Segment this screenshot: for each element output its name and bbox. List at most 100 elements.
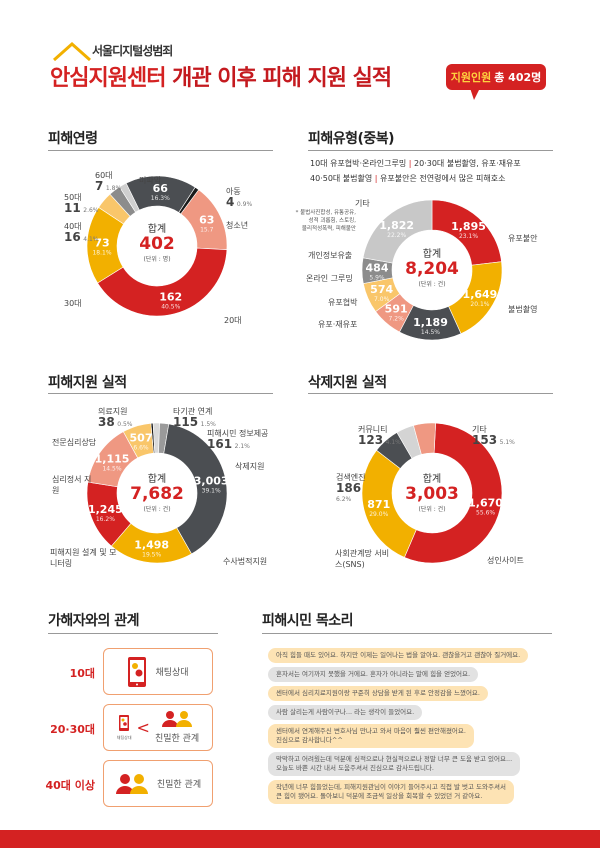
label-legal: 수사법적지원 [223,557,268,566]
segment-value-label: 1,189 [413,316,448,329]
label-search: 검색엔진 186 6.2% [336,473,366,503]
badge-label: 지원인원 [450,71,492,84]
deletion-total: 합계 3,003 (단위 : 건) [405,474,459,513]
section-type: 피해유형(중복) [308,131,395,147]
label-sns: 사회관계망 서비스(SNS) [335,549,390,569]
relation-age-10s: 10대 [69,667,95,680]
section-relation: 가해자와의 관계 [48,613,140,629]
segment-value-label: 1,670 [468,496,503,509]
voice-bubble: 센터에서 연계해주신 변호사님 만나고 와서 마음이 훨씬 편안해졌어요. 진심으… [268,724,474,748]
voice-text: 큰 힘이 됐어요. 돌아보니 덕분에 조금씩 일상을 회복할 수 있었던 거 같… [276,792,483,800]
segment-value-label: 1,822 [379,219,414,232]
segment-percent-label: 40.5% [161,303,180,310]
label-50s: 50대 11 2.6% [64,193,99,215]
label-anxiety: 유포불안 [508,234,538,243]
phone-chat-icon [119,714,130,731]
label-agency-link: 타기관 연계 115 1.5% [173,407,216,429]
segment-value-label: 574 [370,283,393,296]
voice-text: 막막하고 어려웠는데 덕분에 심적으로나 현실적으로나 정말 너무 큰 도움 받… [276,755,513,763]
label-info: 피해시민 정보제공 161 2.1% [207,429,269,451]
segment-value-label: 73 [94,236,109,249]
label-medical: 의료지원 38 0.5% [98,407,133,429]
segment-value-label: 1,245 [88,503,123,516]
relation-box-40s-plus: 친밀한 관계 [103,760,213,807]
label-filming: 불법촬영 [508,305,538,314]
type-subtitle-2: 40·50대 불법촬영 | 유포불안은 전연령에서 많은 피해호소 [310,174,506,183]
donut-segment [362,199,433,264]
label-unknown: 미파악 [139,176,162,185]
segment-value-label: 63 [199,214,214,227]
less-than-symbol: < [136,718,150,737]
label-privacy-leak: 개인정보유출 [308,251,353,260]
voice-text: 사람 살리는게 사람이구나... 라는 생각이 들었어요. [276,708,415,716]
label-grooming: 온라인 그루밍 [306,274,353,283]
segment-percent-label: 7.0% [374,296,390,303]
divider [48,633,218,634]
segment-percent-label: 14.5% [421,329,440,336]
segment-value-label: 507 [130,431,153,444]
voice-bubble: 사람 살리는게 사람이구나... 라는 생각이 들었어요. [268,705,423,720]
donut-segment [361,449,417,558]
label-community: 커뮤니티 123 4.1% [358,425,401,447]
label-teen: 청소년 [226,221,249,230]
label-monitoring: 피해지원 설계 및 모니터링 [50,548,117,568]
voice-text: 아직 힘들 때도 있어요. 하지만 이제는 일어나는 법을 알아요. 괜찮을거고… [276,651,521,659]
voice-text: 작년에 너무 힘들었는데, 피해지원관님이 이야기 들어주시고 직접 발 벗고 … [276,783,506,791]
segment-percent-label: 18.1% [92,249,111,256]
segment-percent-label: 14.5% [102,465,121,472]
label-60s: 60대 7 1.8% [95,171,122,193]
section-voice: 피해시민 목소리 [262,613,354,629]
segment-percent-label: 22.2% [387,232,406,239]
support-total: 합계 7,682 (단위 : 건) [130,474,184,513]
label-deletion: 삭제지원 [235,462,265,471]
segment-percent-label: 16.3% [151,195,170,202]
voice-list: 아직 힘들 때도 있어요. 하지만 이제는 일어나는 법을 알아요. 괜찮을거고… [268,648,529,804]
segment-value-label: 3,003 [194,475,229,488]
label-threat: 유포협박 [328,298,358,307]
segment-value-label: 871 [367,498,390,511]
voice-text: 진심으로 감사합니다^^ [276,736,343,744]
section-age: 피해연령 [48,131,98,147]
age-total: 합계 402 (단위 : 명) [139,224,175,263]
center-name: 안심지원센터 [50,66,166,91]
relation-text: 채팅상대 [155,668,189,678]
segment-percent-label: 6.6% [133,444,149,451]
voice-text: 혼자서는 여기까지 못했을 거에요. 혼자가 아니라는 말에 힘을 얻었어요. [276,670,471,678]
voice-bubble: 아직 힘들 때도 있어요. 하지만 이제는 일어나는 법을 알아요. 괜찮을거고… [268,648,529,663]
segment-percent-label: 20.1% [470,301,489,308]
segment-percent-label: 29.0% [369,511,388,518]
segment-percent-label: 16.2% [96,516,115,523]
segment-percent-label: 39.1% [202,488,221,495]
segment-value-label: 1,895 [451,220,486,233]
house-logo-icon [53,41,91,62]
section-deletion: 삭제지원 실적 [308,375,387,391]
etc-footnote: * 불법사진합성, 유통공유, 성적 괴롭힘, 스토킹, 물리적성폭력, 피해불안 [295,210,356,232]
page-title: 안심지원센터 개관 이후 피해 지원 실적 [50,60,392,92]
segment-percent-label: 15.7 [200,227,214,234]
donut-segment [163,423,228,555]
segment-percent-label: 5.9% [369,275,385,282]
donut-segment [404,422,503,564]
relation-age-20-30s: 20·30대 [50,723,95,736]
label-20s: 20대 [224,316,242,325]
segment-percent-label: 23.1% [459,233,478,240]
type-total: 합계 8,204 (단위 : 건) [405,249,459,288]
segment-value-label: 66 [153,182,169,195]
voice-bubble: 혼자서는 여기까지 못했을 거에요. 혼자가 아니라는 말에 힘을 얻었어요. [268,667,479,682]
relation-text: 친밀한 관계 [156,780,202,790]
voice-text: 센터에서 심리치료지원이랑 꾸준히 상담을 받게 된 후로 안정감을 느꼈어요. [276,689,480,697]
voice-bubble: 막막하고 어려웠는데 덕분에 심적으로나 현실적으로나 정말 너무 큰 도움 받… [268,752,521,776]
segment-value-label: 1,115 [95,452,130,465]
voice-bubble: 센터에서 심리치료지원이랑 꾸준히 상담을 받게 된 후로 안정감을 느꼈어요. [268,686,488,701]
footer-bar [0,830,600,848]
segment-value-label: 1,649 [463,288,498,301]
label-adult: 성인사이트 [487,556,524,565]
donut-segment [125,175,196,213]
voice-bubble: 작년에 너무 힘들었는데, 피해지원관님이 이야기 들어주시고 직접 발 벗고 … [268,780,514,804]
divider [48,393,273,394]
donut-segment [97,247,228,317]
label-redistribution: 유포·재유포 [318,320,358,329]
donut-segment [413,422,436,455]
donut-segment [122,422,154,459]
